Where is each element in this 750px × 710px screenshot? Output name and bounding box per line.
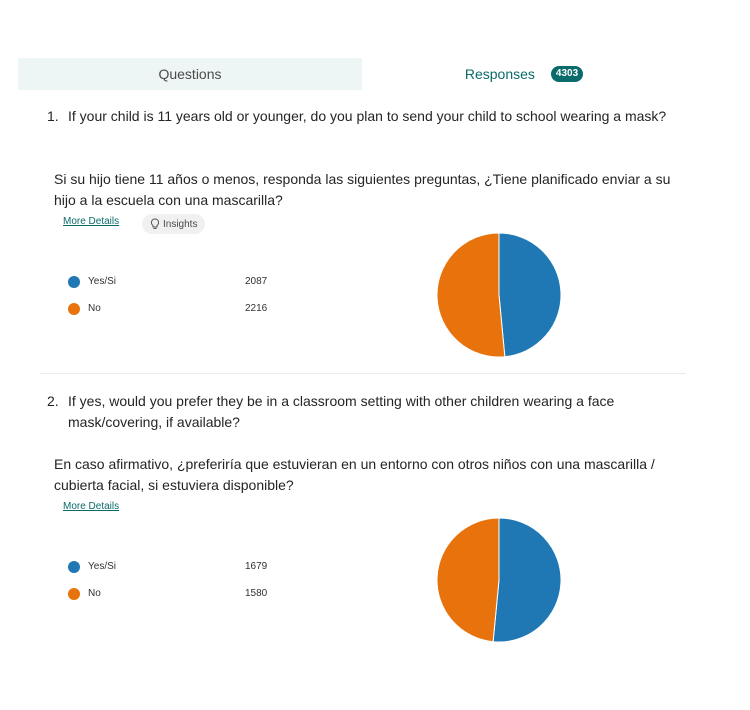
pie-slice-yes — [492, 517, 562, 643]
tab-questions-label: Questions — [158, 66, 222, 82]
question-1-number: 1. — [47, 108, 59, 124]
tab-responses-label: Responses — [464, 66, 535, 82]
pie-slice-yes — [498, 232, 562, 358]
more-details-link[interactable]: More Details — [63, 216, 120, 227]
question-2-text-en: If yes, would you prefer they be in a cl… — [68, 393, 615, 430]
question-2-text-es: En caso afirmativo, ¿preferiría que estu… — [54, 456, 655, 493]
tab-questions[interactable]: Questions — [18, 58, 362, 90]
legend-count-no: 1580 — [245, 588, 268, 599]
legend-label-yes: Yes/Si — [88, 561, 116, 572]
legend-count-no: 2216 — [245, 303, 268, 314]
lightbulb-icon — [150, 218, 160, 229]
legend-dot-yes — [68, 276, 80, 288]
legend-item-no: No 2216 — [68, 301, 288, 317]
tab-responses[interactable]: Responses 4303 — [362, 58, 686, 90]
legend-label-no: No — [88, 588, 101, 599]
pie-slice-no — [436, 232, 506, 358]
more-details-link[interactable]: More Details — [63, 501, 120, 512]
divider — [40, 373, 686, 374]
question-1-text-es: Si su hijo tiene 11 años o menos, respon… — [54, 171, 671, 208]
legend-dot-yes — [68, 561, 80, 573]
legend-count-yes: 2087 — [245, 276, 268, 287]
tab-bar: Questions Responses 4303 — [18, 58, 686, 90]
insights-button[interactable]: Insights — [142, 214, 206, 234]
legend-item-yes: Yes/Si 2087 — [68, 274, 288, 290]
responses-count-badge: 4303 — [550, 66, 584, 82]
question-1-text-en: If your child is 11 years old or younger… — [68, 108, 667, 124]
pie-slice-no — [436, 517, 500, 643]
insights-label: Insights — [163, 218, 198, 230]
question-2-number: 2. — [47, 393, 59, 409]
legend-label-no: No — [88, 303, 101, 314]
legend-item-yes: Yes/Si 1679 — [68, 559, 288, 575]
pie-chart — [436, 232, 562, 358]
legend-item-no: No 1580 — [68, 586, 288, 602]
legend-dot-no — [68, 588, 80, 600]
pie-chart — [436, 517, 562, 643]
legend-count-yes: 1679 — [245, 561, 268, 572]
legend-label-yes: Yes/Si — [88, 276, 116, 287]
legend-dot-no — [68, 303, 80, 315]
